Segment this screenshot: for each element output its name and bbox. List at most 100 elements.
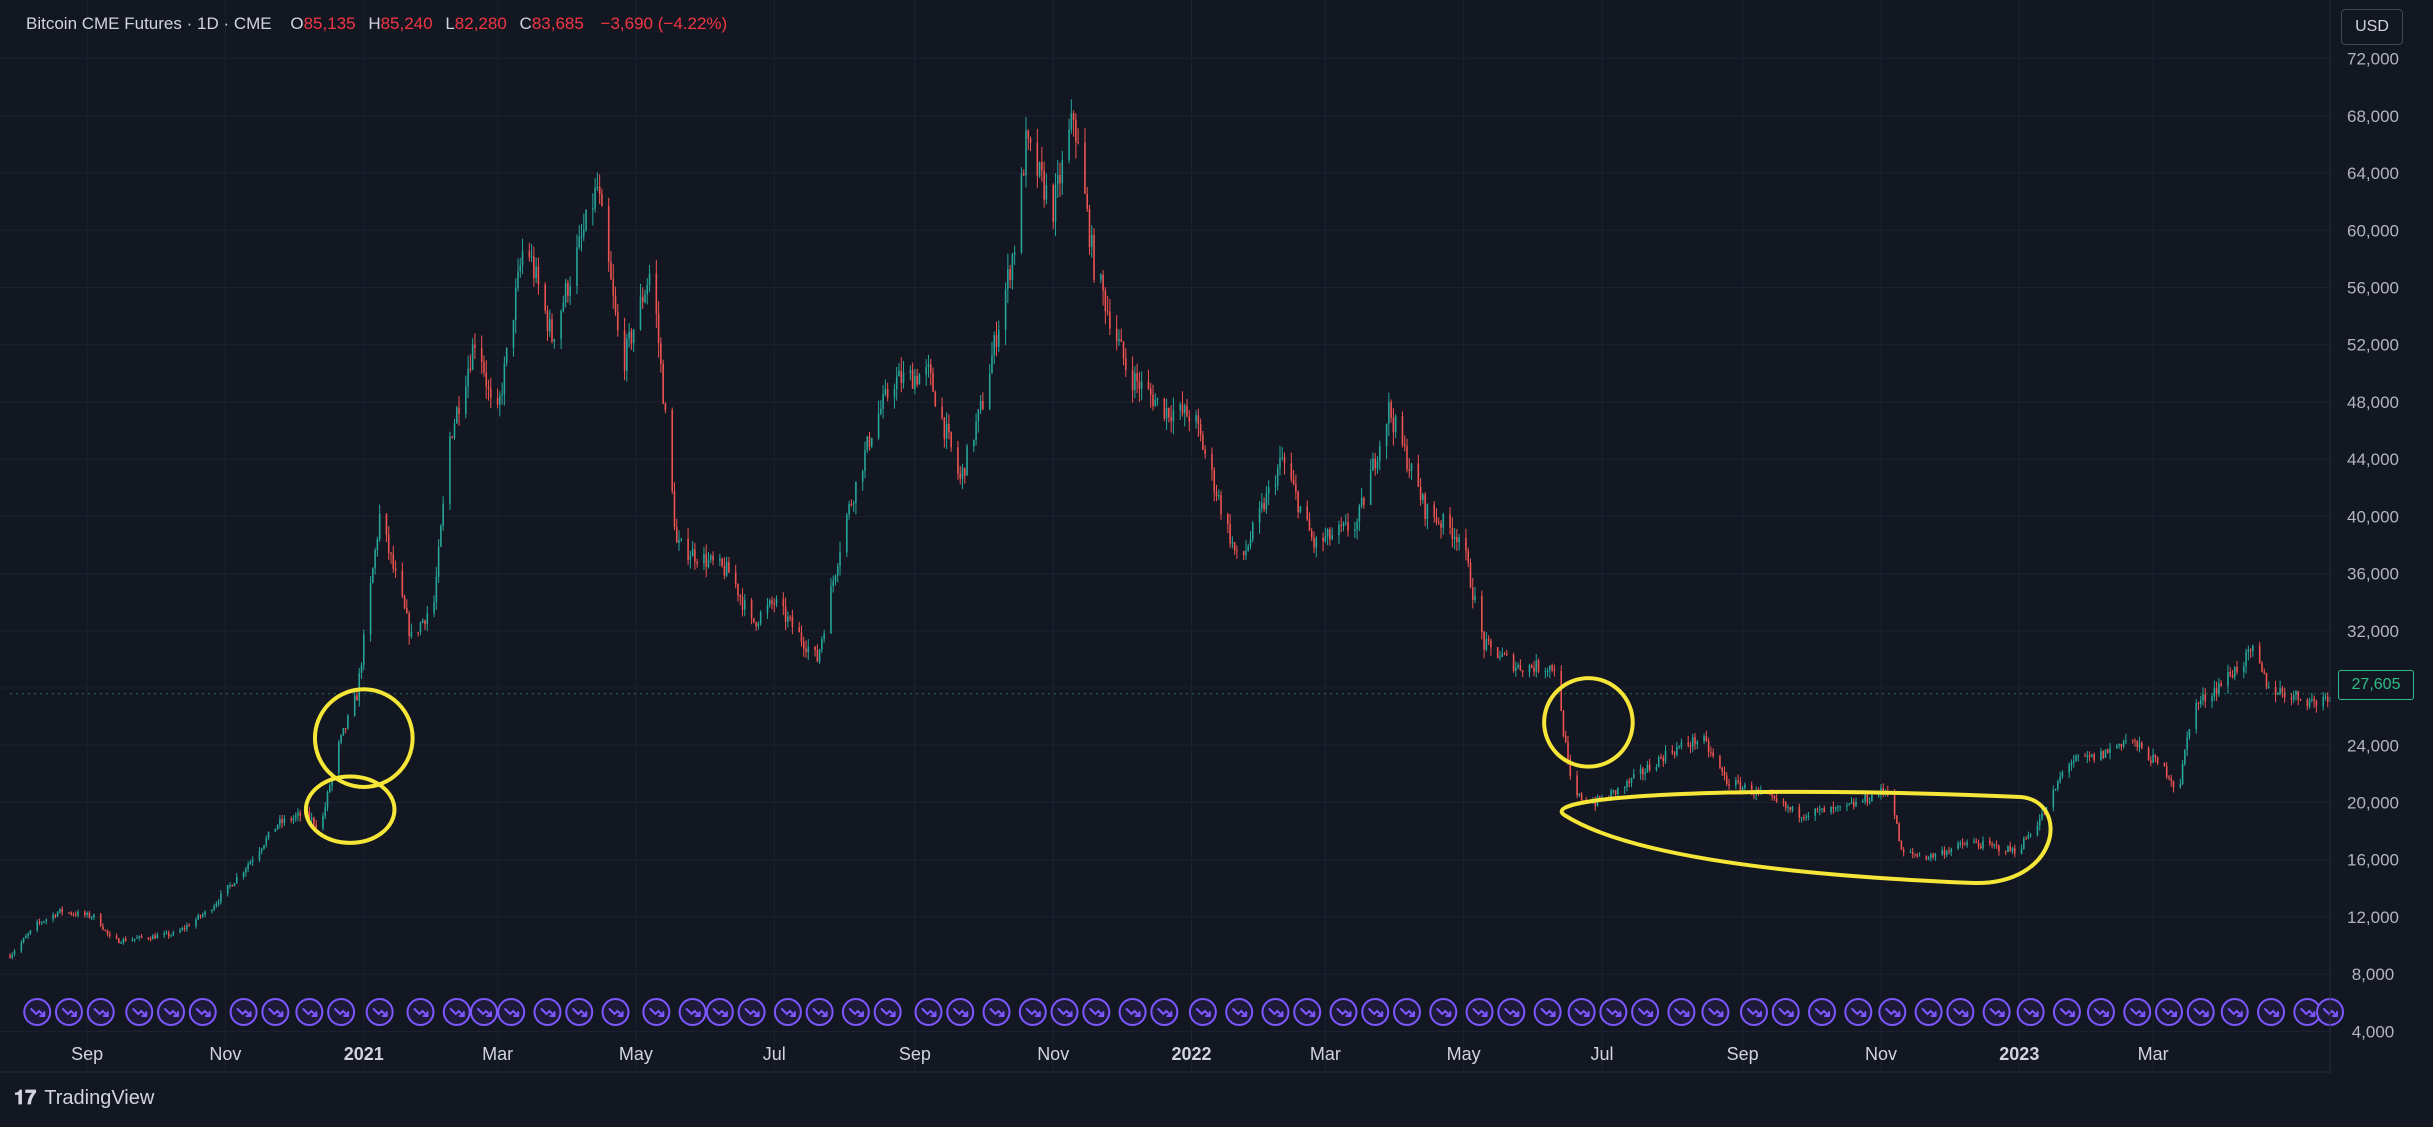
time-axis[interactable]: Sep Nov 2021 Mar May Jul Sep Nov 2022 Mar May Jul Se… (0, 1044, 2330, 1073)
dividend-arrow-icon[interactable] (2154, 998, 2183, 1026)
dividend-arrow-icon[interactable] (157, 998, 186, 1026)
dividend-arrow-icon[interactable] (1844, 998, 1873, 1026)
dividend-arrow-icon[interactable] (642, 998, 671, 1026)
dividend-arrow-icon[interactable] (1050, 998, 1079, 1026)
candle (1830, 806, 1832, 815)
dividend-arrow-icon[interactable] (1808, 998, 1837, 1026)
dividend-arrow-icon[interactable] (2052, 998, 2081, 1026)
price-axis[interactable]: 4,0008,00012,00016,00020,00024,00028,000… (2329, 0, 2399, 1074)
dividend-arrow-icon[interactable] (805, 998, 834, 1026)
dividend-arrow-icon[interactable] (946, 998, 975, 1026)
price-tick-label: 24,000 (2347, 736, 2399, 755)
dividend-arrow-icon[interactable] (1261, 998, 1290, 1026)
candle-body (1283, 457, 1286, 464)
candle-body (1322, 537, 1324, 542)
dividend-arrow-icon[interactable] (2123, 998, 2152, 1026)
event-markers[interactable] (23, 998, 2344, 1026)
dividend-arrow-icon[interactable] (125, 998, 154, 1026)
dividend-arrow-icon[interactable] (1982, 998, 2011, 1026)
dividend-arrow-icon[interactable] (982, 998, 1011, 1026)
dividend-arrow-icon[interactable] (1392, 998, 1421, 1026)
dividend-arrow-icon[interactable] (442, 998, 471, 1026)
dividend-arrow-icon[interactable] (86, 998, 115, 1026)
candle-body (342, 728, 345, 736)
dividend-arrow-icon[interactable] (533, 998, 562, 1026)
dividend-arrow-icon[interactable] (327, 998, 356, 1026)
candle (836, 563, 839, 583)
currency-button[interactable]: USD (2341, 9, 2403, 45)
candle-body (313, 817, 315, 825)
dividend-arrow-icon[interactable] (1631, 998, 1660, 1026)
candle (1485, 631, 1488, 652)
dividend-arrow-icon[interactable] (1667, 998, 1696, 1026)
candle-body (1617, 788, 1619, 795)
dividend-arrow-icon[interactable] (1946, 998, 1975, 1026)
dividend-arrow-icon[interactable] (188, 998, 217, 1026)
candle (2311, 692, 2313, 703)
dividend-arrow-icon[interactable] (1361, 998, 1390, 1026)
dividend-arrow-icon[interactable] (737, 998, 766, 1026)
candle-body (25, 936, 27, 939)
dividend-arrow-icon[interactable] (1771, 998, 1800, 1026)
candle-body (426, 613, 429, 625)
candle (1487, 635, 1490, 645)
dividend-arrow-icon[interactable] (1497, 998, 1526, 1026)
dividend-arrow-icon[interactable] (365, 998, 394, 1026)
dividend-arrow-icon[interactable] (2086, 998, 2115, 1026)
dividend-arrow-icon[interactable] (2186, 998, 2215, 1026)
dividend-arrow-icon[interactable] (229, 998, 258, 1026)
dividend-arrow-icon[interactable] (23, 998, 52, 1026)
candle (122, 937, 125, 945)
candle-body (1183, 405, 1186, 414)
dividend-arrow-icon[interactable] (497, 998, 526, 1026)
dividend-arrow-icon[interactable] (2257, 998, 2286, 1026)
dividend-arrow-icon[interactable] (1465, 998, 1494, 1026)
dividend-arrow-icon[interactable] (2016, 998, 2045, 1026)
dividend-arrow-icon[interactable] (565, 998, 594, 1026)
dividend-arrow-icon[interactable] (2220, 998, 2249, 1026)
dividend-arrow-icon[interactable] (295, 998, 324, 1026)
dividend-arrow-icon[interactable] (1429, 998, 1458, 1026)
dividend-arrow-icon[interactable] (678, 998, 707, 1026)
dividend-arrow-icon[interactable] (1533, 998, 1562, 1026)
candle (2265, 672, 2268, 690)
dividend-arrow-icon[interactable] (1018, 998, 1047, 1026)
dividend-arrow-icon[interactable] (1739, 998, 1768, 1026)
dividend-arrow-icon[interactable] (1878, 998, 1907, 1026)
dividend-arrow-icon[interactable] (1293, 998, 1322, 1026)
dividend-arrow-icon[interactable] (1701, 998, 1730, 1026)
dividend-arrow-icon[interactable] (1599, 998, 1628, 1026)
dividend-arrow-icon[interactable] (469, 998, 498, 1026)
dividend-arrow-icon[interactable] (1914, 998, 1943, 1026)
dividend-arrow-icon[interactable] (261, 998, 290, 1026)
candle-body (709, 555, 712, 560)
dividend-arrow-icon[interactable] (406, 998, 435, 1026)
candle (1342, 521, 1345, 532)
dividend-arrow-icon[interactable] (914, 998, 943, 1026)
dividend-arrow-icon[interactable] (873, 998, 902, 1026)
candle-body (213, 906, 215, 911)
dividend-arrow-icon[interactable] (705, 998, 734, 1026)
candle-body (2279, 688, 2281, 694)
candle (1358, 503, 1361, 532)
dividend-arrow-icon[interactable] (1082, 998, 1111, 1026)
dividend-arrow-icon[interactable] (841, 998, 870, 1026)
dividend-arrow-icon[interactable] (1150, 998, 1179, 1026)
candle (1505, 649, 1508, 657)
candle (2211, 693, 2213, 709)
tradingview-brand[interactable]: 𝟏𝟕 TradingView (14, 1087, 154, 1110)
candle-body (1846, 804, 1848, 806)
time-tick-label: Sep (1727, 1044, 1759, 1064)
dividend-arrow-icon[interactable] (1188, 998, 1217, 1026)
dividend-arrow-icon[interactable] (1118, 998, 1147, 1026)
dividend-arrow-icon[interactable] (1225, 998, 1254, 1026)
dividend-arrow-icon[interactable] (54, 998, 83, 1026)
candle (326, 790, 329, 812)
dividend-arrow-icon[interactable] (1567, 998, 1596, 1026)
dividend-arrow-icon[interactable] (1329, 998, 1358, 1026)
dividend-arrow-icon[interactable] (601, 998, 630, 1026)
dividend-arrow-icon[interactable] (773, 998, 802, 1026)
candle-body (1451, 527, 1454, 539)
candle-body (11, 954, 14, 958)
